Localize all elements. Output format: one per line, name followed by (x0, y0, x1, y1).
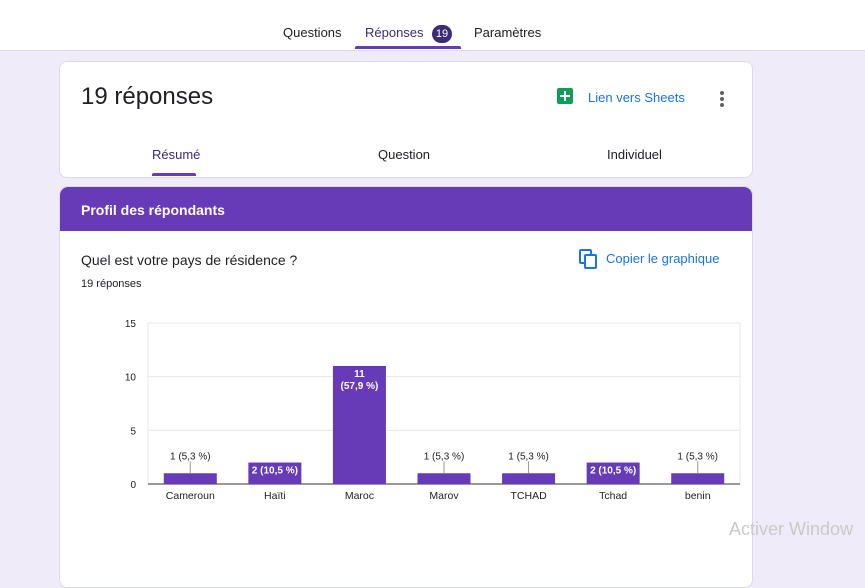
active-subtab-indicator (152, 173, 196, 176)
data-label: 1 (5,3 %) (424, 451, 465, 462)
section-header: Profil des répondants (60, 187, 752, 231)
respondent-profile-card: Profil des répondants Quel est votre pay… (59, 186, 753, 588)
subtab-question[interactable]: Question (378, 147, 431, 162)
bar (332, 365, 386, 484)
bar (163, 473, 217, 484)
copy-icon (579, 249, 597, 269)
x-tick-label: Cameroun (166, 490, 215, 502)
active-tab-indicator (355, 46, 461, 49)
windows-activation-watermark: Activer Window (729, 519, 854, 539)
bar-chart: 0 5 10 15 Cameroun 1 (5,3 %) Haïti 2 (10,5 %) Ma… (125, 319, 741, 502)
x-tick-label: Tchad (599, 490, 627, 502)
data-label: 1 (5,3 %) (677, 451, 718, 462)
x-tick-label: TCHAD (510, 490, 547, 502)
x-tick-label: Maroc (345, 490, 374, 502)
copy-chart-label: Copier le graphique (606, 251, 720, 266)
x-tick-label: benin (685, 490, 711, 502)
responses-summary-card: 19 réponses Lien vers Sheets Résumé Ques… (59, 61, 753, 178)
subtab-individual[interactable]: Individuel (607, 147, 662, 162)
section-title: Profil des répondants (81, 202, 225, 218)
question-title: Quel est votre pays de résidence ? (81, 252, 298, 268)
bar (586, 462, 640, 484)
y-tick-label: 0 (130, 480, 136, 491)
bar (417, 473, 471, 484)
subtab-summary[interactable]: Résumé (152, 147, 201, 162)
data-label: 1 (5,3 %) (508, 451, 549, 462)
y-tick-label: 10 (125, 373, 137, 384)
tab-settings[interactable]: Paramètres (474, 25, 542, 40)
question-response-count: 19 réponses (81, 278, 142, 290)
y-tick-label: 5 (130, 426, 136, 437)
bar (671, 473, 725, 484)
x-tick-label: Haïti (264, 490, 286, 502)
bar (248, 462, 302, 484)
google-sheets-icon (557, 88, 573, 104)
top-navigation: Questions Réponses 19 Paramètres (0, 0, 865, 51)
y-tick-label: 15 (125, 319, 137, 330)
x-tick-label: Marov (429, 490, 459, 502)
data-label: 1 (5,3 %) (170, 451, 211, 462)
tab-responses[interactable]: Réponses (365, 25, 424, 40)
data-label: 2 (10,5 %) (252, 466, 298, 477)
tab-questions[interactable]: Questions (283, 25, 342, 40)
responses-count-badge: 19 (432, 25, 452, 43)
sheets-link-label: Lien vers Sheets (588, 90, 685, 105)
data-label: (57,9 %) (341, 381, 379, 392)
responses-title: 19 réponses (81, 83, 214, 110)
bar (502, 473, 556, 484)
data-label: 11 (354, 369, 365, 380)
data-label: 2 (10,5 %) (590, 466, 636, 477)
more-vert-icon[interactable] (714, 90, 730, 108)
